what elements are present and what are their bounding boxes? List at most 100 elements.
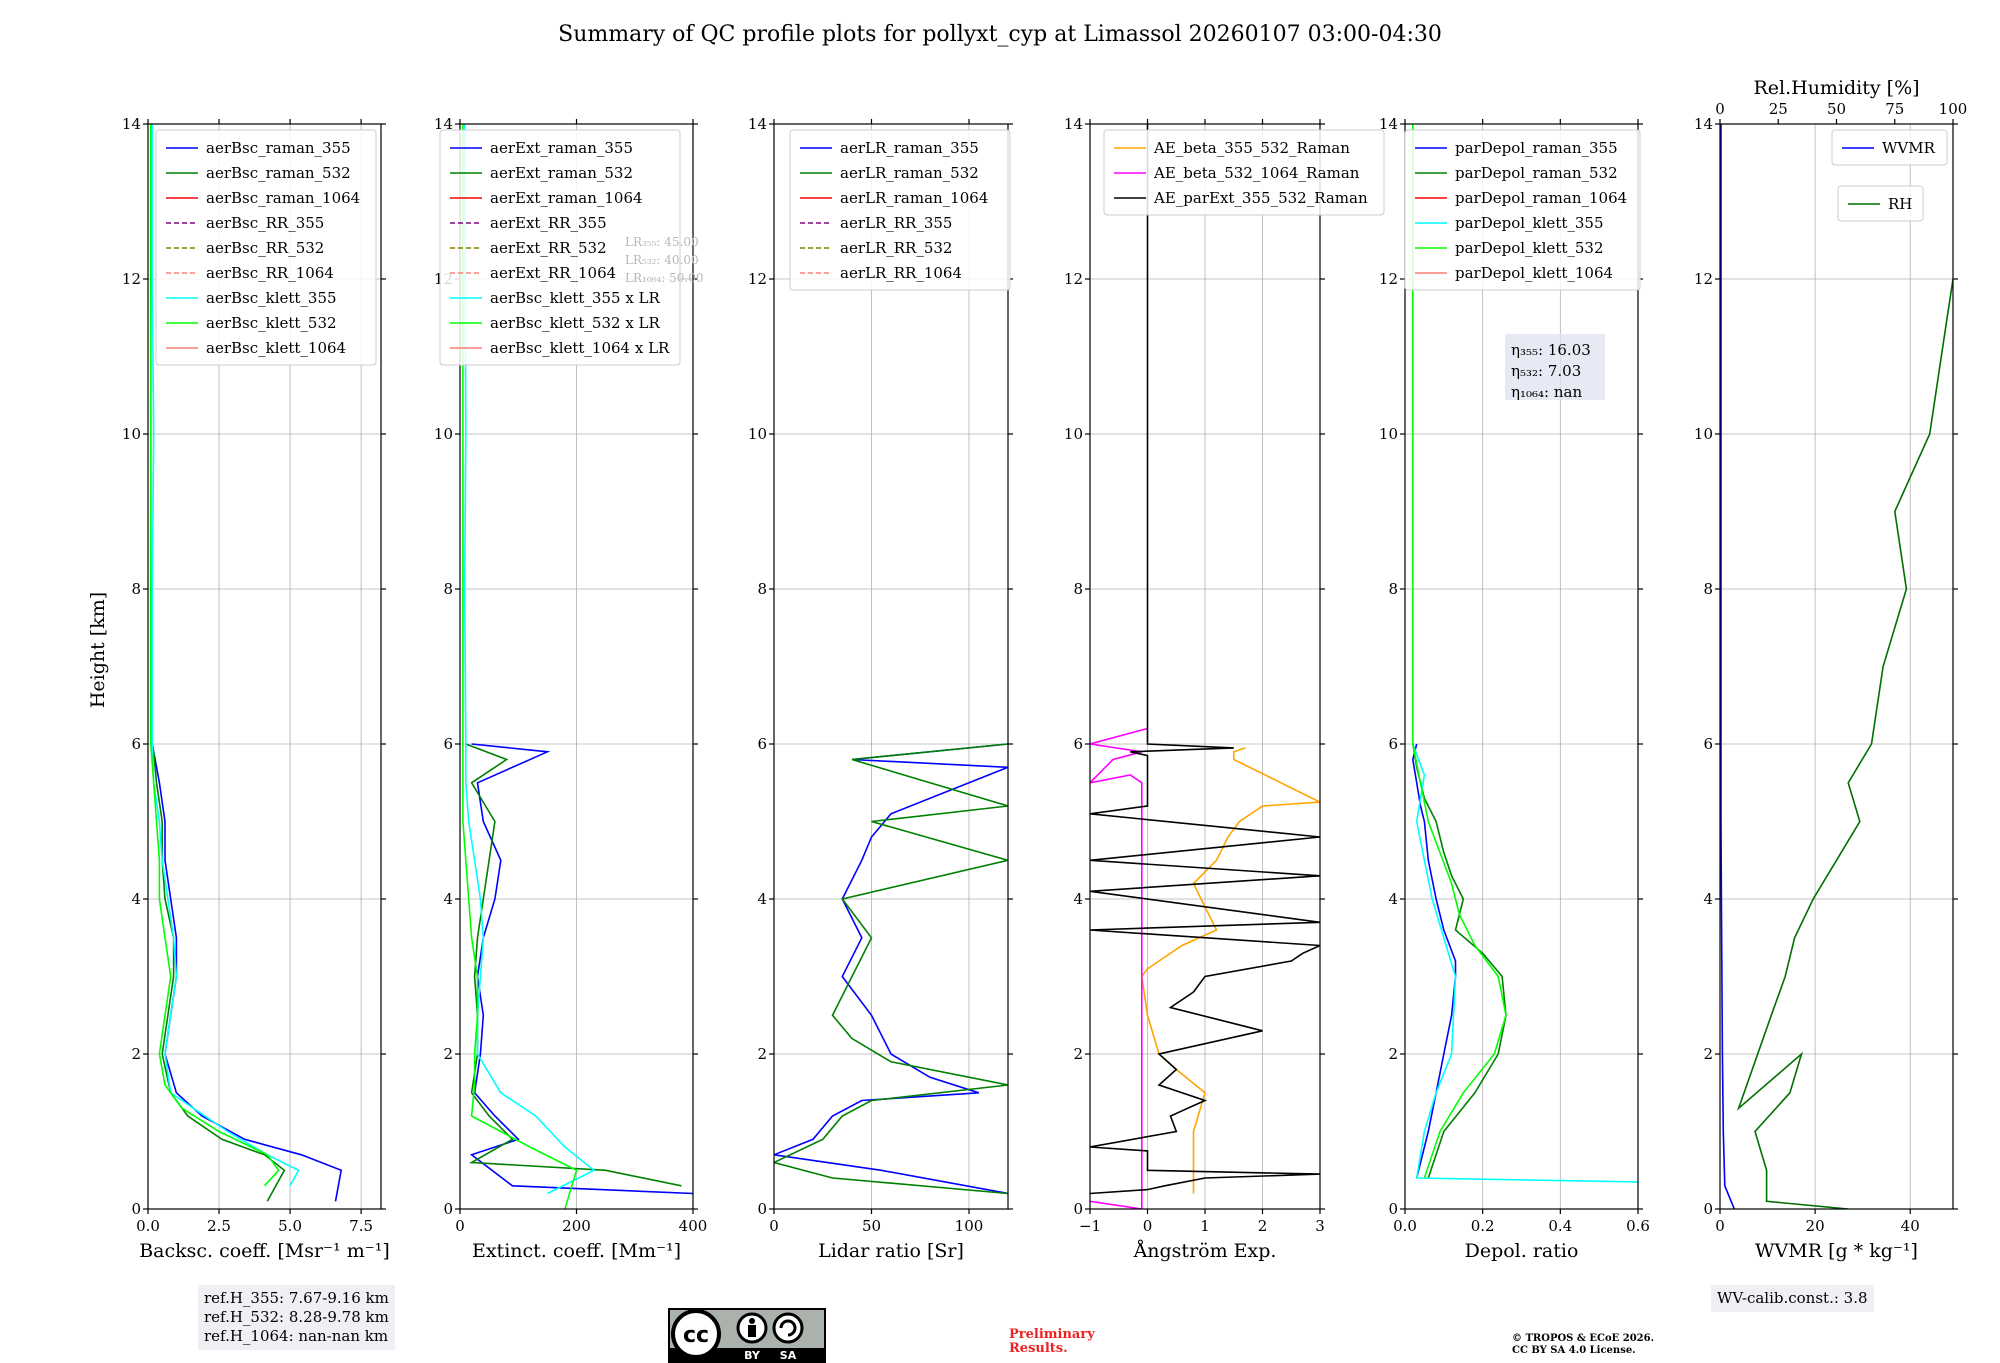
license-sa-label: SA xyxy=(780,1349,797,1362)
series-ae-beta-532-1064-raman xyxy=(1090,727,1148,1209)
y-tick-label: 10 xyxy=(748,425,767,443)
x-tick-label: 50 xyxy=(862,1217,881,1235)
legend-box xyxy=(1404,129,1641,291)
legend-entry: parDepol_klett_355 xyxy=(1455,214,1604,232)
series-aerext-raman-532 xyxy=(465,743,682,1187)
y-tick-label: 10 xyxy=(122,425,141,443)
series-wvmr xyxy=(1720,124,1736,1209)
legend-entry: aerBsc_klett_1064 x LR xyxy=(490,339,670,357)
series-pardepol-raman-355 xyxy=(1411,743,1457,1179)
legend-entry: aerBsc_raman_1064 xyxy=(206,189,360,207)
series-ae-parext-355-532-raman xyxy=(1090,124,1320,1195)
y-tick-label: 14 xyxy=(1379,115,1398,133)
copyright-line-1: © TROPOS & ECoE 2026. xyxy=(1512,1333,1655,1344)
y-tick-label: 6 xyxy=(443,735,453,753)
legend-entry: aerLR_raman_1064 xyxy=(840,189,988,207)
x-tick-label: 7.5 xyxy=(349,1217,373,1235)
y-tick-label: 4 xyxy=(1388,890,1398,908)
ref-height-532: ref.H_532: 8.28-9.78 km xyxy=(204,1308,389,1326)
cc-by-sa-icon: cc BY SA xyxy=(668,1308,826,1363)
y-tick-label: 0 xyxy=(1703,1200,1713,1218)
series-pardepol-klett-532 xyxy=(1412,124,1507,1179)
legend-box xyxy=(1831,129,1948,166)
legend-entry: aerExt_raman_355 xyxy=(490,139,633,157)
legend-entry: aerExt_raman_1064 xyxy=(490,189,643,207)
figure-title: Summary of QC profile plots for pollyxt_… xyxy=(558,22,1442,47)
x-tick-label: 0.4 xyxy=(1548,1217,1572,1235)
legend-box xyxy=(439,129,681,366)
legend-entry: aerBsc_raman_532 xyxy=(206,164,351,182)
y-tick-label: 4 xyxy=(1703,890,1713,908)
eta-box xyxy=(1505,334,1605,400)
y-tick-label: 6 xyxy=(1388,735,1398,753)
legend-entry: aerBsc_RR_532 xyxy=(206,239,324,257)
x-axis-label: Ångström Exp. xyxy=(1133,1240,1277,1262)
legend-entry: aerBsc_klett_532 x LR xyxy=(490,314,661,332)
top-x-tick-label: 0 xyxy=(1715,100,1725,118)
legend-entry: parDepol_raman_355 xyxy=(1455,139,1618,157)
x-tick-label: 100 xyxy=(955,1217,984,1235)
y-tick-label: 0 xyxy=(1388,1200,1398,1218)
y-tick-label: 14 xyxy=(434,115,453,133)
license-by-label: BY xyxy=(744,1349,761,1362)
y-tick-label: 14 xyxy=(122,115,141,133)
x-tick-label: 0.2 xyxy=(1471,1217,1495,1235)
y-tick-label: 8 xyxy=(443,580,453,598)
preliminary-line-1: Preliminary xyxy=(1009,1327,1095,1342)
x-axis-label: Backsc. coeff. [Msr⁻¹ m⁻¹] xyxy=(139,1240,390,1262)
x-tick-label: 200 xyxy=(562,1217,591,1235)
y-tick-label: 4 xyxy=(1073,890,1083,908)
axes-frame xyxy=(1719,123,1954,1210)
legend-entry: aerBsc_RR_355 xyxy=(206,214,324,232)
panel-lr: 0 2 4 6 8 10 12 14 0 50 100 Lidar ratio [Sr] aerLR_r… xyxy=(748,115,1013,1262)
x-tick-label: 0.0 xyxy=(1393,1217,1417,1235)
y-tick-label: 6 xyxy=(1073,735,1083,753)
y-tick-label: 10 xyxy=(1064,425,1083,443)
y-tick-label: 2 xyxy=(1703,1045,1713,1063)
top-x-tick-label: 100 xyxy=(1939,100,1968,118)
legend-entry: AE_parExt_355_532_Raman xyxy=(1153,189,1368,207)
legend-entry: aerLR_RR_1064 xyxy=(840,264,962,282)
y-tick-label: 2 xyxy=(1073,1045,1083,1063)
x-tick-label: −1 xyxy=(1079,1217,1101,1235)
series-aerbsc-klett-532-x-lr xyxy=(462,124,578,1209)
series-pardepol-raman-532 xyxy=(1412,743,1507,1179)
legend-entry: aerExt_RR_355 xyxy=(490,214,607,232)
axes-frame xyxy=(147,123,382,1210)
legend-entry: aerLR_raman_532 xyxy=(840,164,979,182)
y-tick-label: 14 xyxy=(748,115,767,133)
x-tick-label: 1 xyxy=(1200,1217,1210,1235)
preliminary-note: Preliminary Results. xyxy=(1009,1328,1095,1356)
series-aerbsc-klett-355 xyxy=(151,124,300,1187)
series-aerext-raman-355 xyxy=(469,743,693,1195)
series-aerbsc-raman-532 xyxy=(150,736,286,1202)
y-tick-label: 14 xyxy=(1694,115,1713,133)
legend-entry: aerBsc_klett_355 xyxy=(206,289,337,307)
y-tick-label: 12 xyxy=(1379,270,1398,288)
legend-entry: parDepol_raman_532 xyxy=(1455,164,1618,182)
x-tick-label: 5.0 xyxy=(278,1217,302,1235)
legend: aerLR_raman_355 aerLR_raman_532 aerLR_rama… xyxy=(789,129,1011,291)
x-tick-label: 0.6 xyxy=(1626,1217,1650,1235)
x-axis-label: WVMR [g * kg⁻¹] xyxy=(1755,1240,1918,1262)
panel-dep: 0 2 4 6 8 10 12 14 0.0 0.2 0.4 0.6 Depol. ratio parDe… xyxy=(1379,115,1650,1262)
top-x-tick-label: 25 xyxy=(1769,100,1788,118)
y-tick-label: 2 xyxy=(757,1045,767,1063)
lidar-ratio-note: LR₁₀₆₄: 50.00 xyxy=(625,271,703,285)
legend-box xyxy=(1837,185,1924,222)
x-tick-label: 0 xyxy=(769,1217,779,1235)
x-tick-label: 40 xyxy=(1901,1217,1920,1235)
x-tick-label: 400 xyxy=(679,1217,708,1235)
x-tick-label: 0.0 xyxy=(136,1217,160,1235)
y-tick-label: 2 xyxy=(1388,1045,1398,1063)
x-tick-label: 0 xyxy=(1143,1217,1153,1235)
axes-frame xyxy=(773,123,1009,1210)
y-tick-label: 10 xyxy=(1379,425,1398,443)
copyright-note: © TROPOS & ECoE 2026. CC BY SA 4.0 Licen… xyxy=(1512,1333,1654,1357)
legend-entry: AE_beta_355_532_Raman xyxy=(1153,139,1350,157)
series-rh xyxy=(1736,278,1953,1209)
legend-entry: RH xyxy=(1888,195,1912,213)
